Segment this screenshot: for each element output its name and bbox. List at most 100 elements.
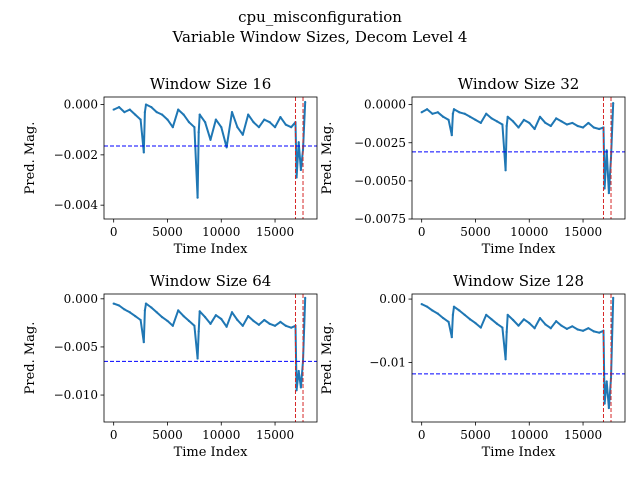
data-point: [241, 324, 244, 327]
data-point: [504, 169, 507, 172]
data-point: [134, 315, 137, 318]
data-point: [187, 319, 191, 323]
x-axis-label: Time Index: [482, 242, 557, 257]
data-point: [490, 117, 493, 120]
data-point: [123, 308, 126, 311]
data-point: [142, 341, 145, 344]
y-axis-label: Pred. Mag.: [320, 322, 335, 395]
data-point: [112, 302, 115, 305]
data-point: [522, 118, 525, 121]
data-point: [252, 319, 255, 323]
data-point: [607, 191, 610, 195]
data-point: [450, 134, 453, 137]
data-point: [196, 196, 199, 199]
y-axis-label: Pred. Mag.: [23, 122, 38, 195]
subplot-title: Window Size 128: [453, 272, 584, 290]
data-point: [581, 126, 585, 129]
y-tick-label: 0.000: [64, 292, 98, 306]
data-point: [490, 318, 493, 321]
data-point: [177, 108, 180, 111]
data-point: [605, 380, 608, 383]
data-point: [538, 115, 542, 118]
data-point: [528, 121, 531, 125]
data-point: [297, 369, 300, 373]
data-point: [468, 115, 472, 118]
data-point: [603, 402, 606, 405]
data-point: [268, 121, 271, 124]
data-point: [612, 102, 615, 105]
data-point: [479, 326, 482, 329]
x-axis-label: Time Index: [174, 242, 249, 257]
data-point: [252, 121, 255, 124]
data-point: [517, 324, 520, 327]
data-point: [533, 127, 536, 131]
data-point: [155, 311, 158, 314]
data-point: [522, 318, 525, 321]
x-tick-label: 15000: [564, 428, 602, 442]
data-point: [485, 112, 488, 115]
data-point: [230, 110, 234, 114]
data-point: [273, 126, 277, 129]
y-axis-label: Pred. Mag.: [320, 122, 335, 195]
data-point: [463, 112, 466, 115]
data-point: [533, 327, 536, 330]
data-point: [220, 317, 223, 321]
data-point: [225, 146, 228, 149]
series-line: [421, 103, 615, 195]
data-point: [571, 325, 574, 328]
y-tick-label: 0.00: [379, 292, 406, 306]
y-axis-label: Pred. Mag.: [23, 322, 38, 395]
data-point: [451, 112, 454, 115]
data-point: [581, 329, 585, 332]
data-point: [290, 326, 293, 329]
data-point: [504, 358, 507, 361]
x-tick-label: 15000: [256, 428, 294, 442]
data-point: [592, 330, 595, 333]
data-point: [544, 323, 547, 326]
data-point: [128, 311, 131, 314]
y-tick-label: −0.010: [54, 388, 98, 402]
data-point: [241, 133, 244, 136]
subplot-title: Window Size 32: [458, 75, 580, 93]
data-point: [209, 322, 212, 325]
data-point: [605, 149, 608, 152]
data-point: [166, 319, 169, 323]
data-point: [555, 320, 558, 323]
data-point: [193, 324, 196, 327]
data-point: [117, 304, 121, 307]
data-point: [112, 108, 115, 111]
data-point: [458, 111, 461, 114]
data-point: [299, 168, 302, 172]
data-point: [295, 176, 298, 179]
data-point: [220, 126, 223, 129]
data-point: [565, 123, 569, 126]
data-point: [236, 126, 239, 129]
data-point: [197, 330, 200, 333]
subplot-3: 0 5000 10000 15000 0.000 −0.005 −0.010 Window S…: [23, 272, 318, 460]
data-point: [171, 324, 174, 327]
data-point: [612, 296, 615, 299]
series-line: [421, 297, 615, 410]
x-tick-label: 0: [418, 428, 426, 442]
data-point: [263, 318, 266, 322]
axes-frame: [411, 293, 626, 423]
data-point: [431, 112, 434, 115]
data-point: [150, 105, 153, 109]
x-tick-label: 0: [418, 225, 426, 239]
data-point: [560, 324, 563, 327]
x-tick-label: 10000: [202, 225, 240, 239]
x-tick-label: 10000: [510, 225, 548, 239]
x-tick-label: 15000: [256, 225, 294, 239]
data-point: [139, 118, 142, 121]
data-point: [603, 187, 606, 190]
data-point: [538, 316, 542, 320]
data-point: [139, 318, 142, 322]
data-point: [425, 108, 429, 111]
x-tick-label: 10000: [510, 428, 548, 442]
data-point: [565, 327, 569, 330]
data-point: [273, 324, 277, 327]
figure-subtitle: Variable Window Sizes, Decom Level 4: [172, 28, 468, 46]
data-point: [166, 118, 169, 121]
data-point: [468, 318, 472, 321]
y-tick-label: 0.0000: [364, 98, 406, 112]
